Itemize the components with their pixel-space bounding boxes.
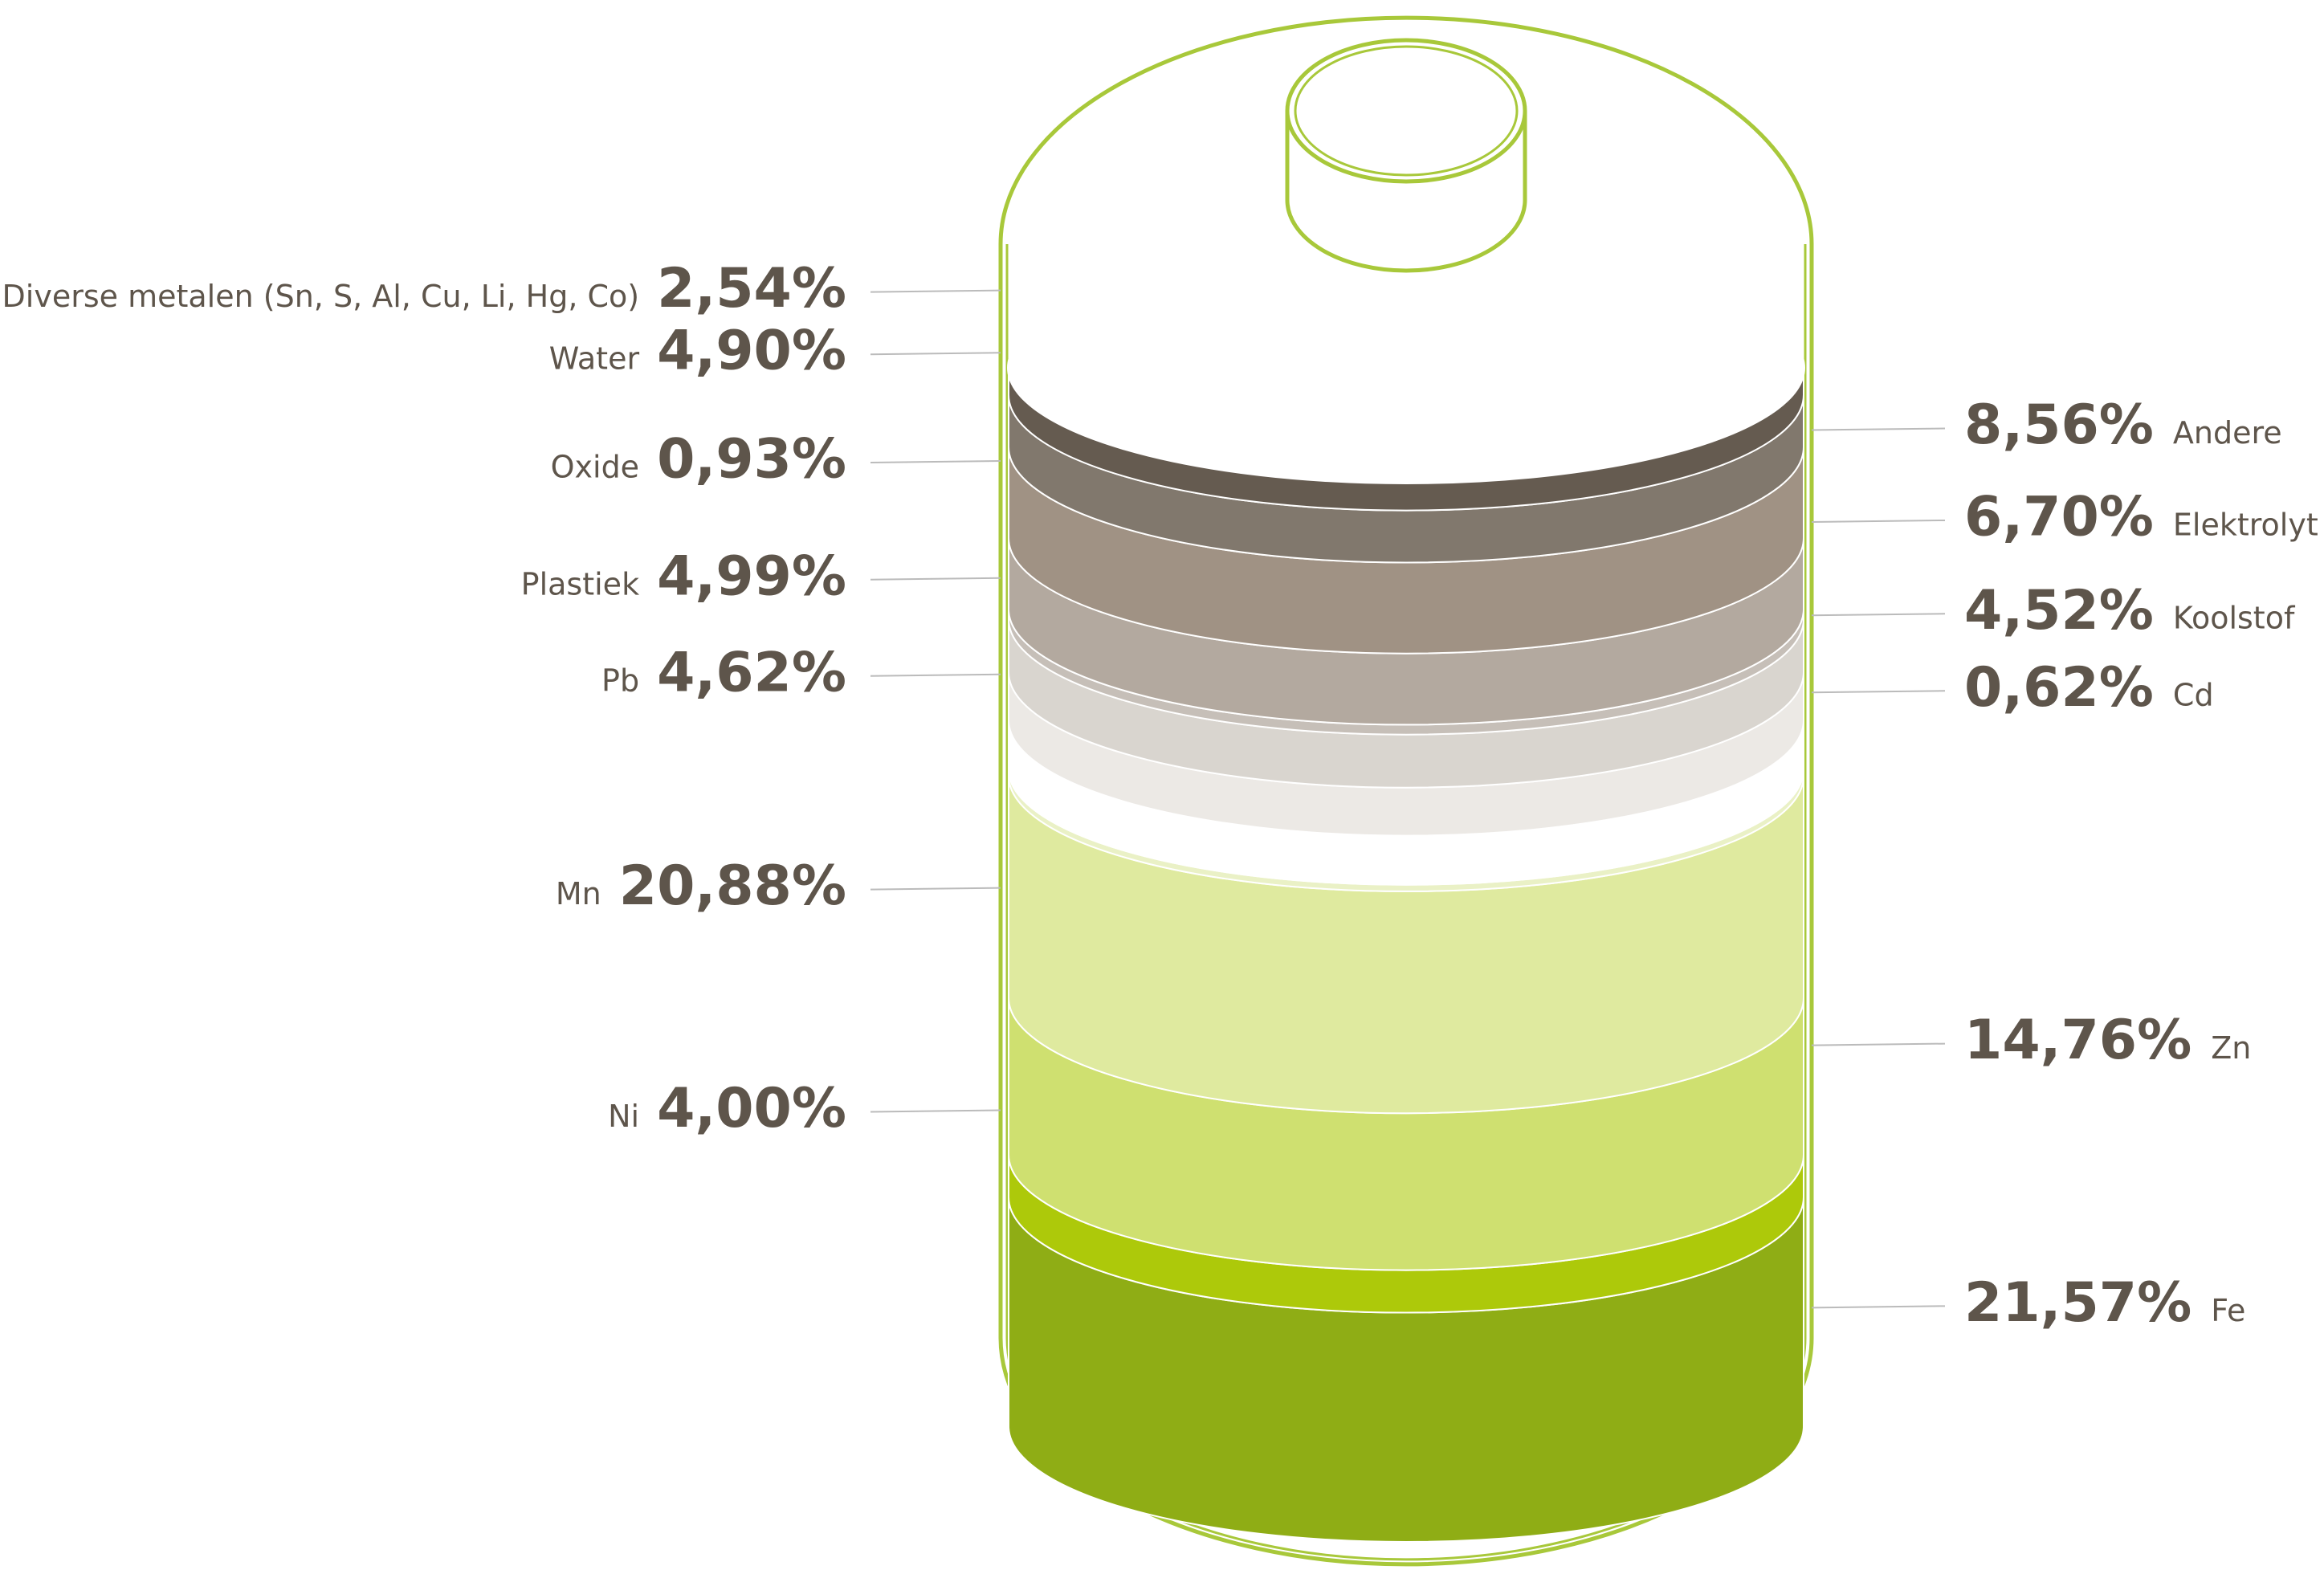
leader-line xyxy=(1811,1305,1946,1309)
series-name: Elektrolyt xyxy=(2173,507,2318,542)
value-label: 2,54% xyxy=(657,257,846,320)
value-label: 14,76% xyxy=(1964,1009,2191,1072)
leader-line xyxy=(1811,1042,1946,1046)
value-label: 21,57% xyxy=(1964,1271,2191,1335)
leader-line xyxy=(870,289,1001,293)
leader-line xyxy=(870,887,1001,891)
series-name: Oxide xyxy=(551,449,639,484)
value-label: 4,62% xyxy=(657,641,846,704)
battery-lid-top-inner xyxy=(1294,45,1519,177)
series-name: Ni xyxy=(608,1099,639,1134)
series-name: Cd xyxy=(2173,678,2214,713)
leader-line xyxy=(870,459,1001,463)
leader-line xyxy=(1811,519,1946,523)
value-label: 4,00% xyxy=(657,1077,846,1140)
leader-line xyxy=(870,1109,1001,1113)
value-label: 4,99% xyxy=(657,544,846,608)
series-name: Zn xyxy=(2211,1030,2251,1066)
value-label: 0,62% xyxy=(1964,656,2154,720)
value-label: 4,52% xyxy=(1964,579,2154,642)
leader-line xyxy=(870,673,1001,677)
leader-line xyxy=(1811,613,1946,617)
series-name: Pb xyxy=(601,663,639,698)
leader-line xyxy=(870,352,1001,356)
series-name: Andere xyxy=(2173,415,2282,451)
labels: 21,57% Fe 4,00% Ni 14,76% Zn 20,88% Mn 0,62% Cd 4,… xyxy=(2,257,2318,1335)
value-label: 4,90% xyxy=(657,320,846,383)
series-name: Koolstof xyxy=(2173,601,2296,636)
cylinder xyxy=(998,15,1814,1567)
series-name: Plastiek xyxy=(521,566,639,601)
series-name: Mn xyxy=(556,876,601,911)
leader-line xyxy=(870,577,1001,581)
value-label: 0,93% xyxy=(657,427,846,491)
value-label: 8,56% xyxy=(1964,394,2154,457)
leader-line xyxy=(1811,427,1946,431)
top-face xyxy=(1007,252,1805,483)
value-label: 6,70% xyxy=(1964,485,2154,548)
series-name: Diverse metalen (Sn, S, Al, Cu, Li, Hg, … xyxy=(2,279,640,314)
battery-lid-top xyxy=(1285,38,1527,184)
series-name: Fe xyxy=(2211,1293,2245,1328)
value-label: 20,88% xyxy=(619,854,846,918)
series-name: Water xyxy=(549,341,640,377)
leader-line xyxy=(1811,690,1946,694)
